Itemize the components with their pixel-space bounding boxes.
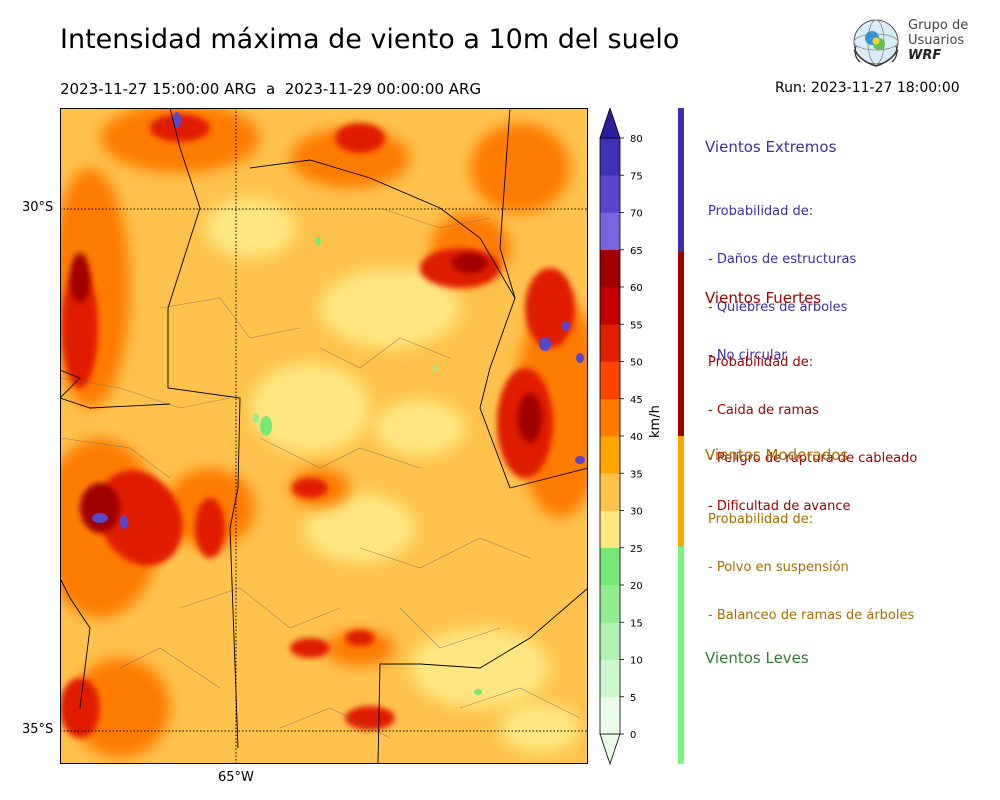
category-desc-fuertes: Probabilidad de: - Caida de ramas - Peli… <box>708 323 917 531</box>
colorbar-tick-label: 80 <box>630 134 643 145</box>
colorbar-band <box>600 473 620 511</box>
desc-line: - Quiebres de árboles <box>708 300 848 315</box>
colorbar-band <box>600 696 620 735</box>
period-separator: a <box>265 80 276 98</box>
category-title-leves: Vientos Leves <box>705 649 809 667</box>
colorbar-tick-label: 50 <box>630 358 643 369</box>
extreme-wind-cores <box>70 253 542 533</box>
category-title-moderados: Vientos Moderados <box>705 446 849 464</box>
desc-line: - Peligro de ruptura de cableado <box>708 451 918 466</box>
desc-line: - Daños de estructuras <box>708 252 857 267</box>
colorbar-band <box>600 622 620 660</box>
period-end: 2023-11-29 00:00:00 ARG <box>284 80 482 98</box>
desc-line: Probabilidad de: <box>708 512 814 527</box>
globe-emblem-icon <box>853 19 899 67</box>
colorbar-max-extension <box>599 108 621 139</box>
logo-line-2: Usuarios <box>908 33 965 48</box>
category-bar-moderados <box>678 436 684 546</box>
category-desc-extremos: Probabilidad de: - Daños de estructuras … <box>708 172 856 380</box>
colorbar-band <box>600 547 620 586</box>
colorbar-band <box>600 398 620 437</box>
lat-label-30s: 30°S <box>22 200 54 215</box>
category-desc-moderados: Probabilidad de: - Polvo en suspensión -… <box>708 480 914 640</box>
province-borders <box>60 108 588 764</box>
logo-wordmark: Grupo de Usuarios WRF <box>908 18 968 63</box>
colorbar-band <box>600 585 620 623</box>
colorbar-tick-label: 30 <box>630 507 643 518</box>
map-title: Intensidad máxima de viento a 10m del su… <box>60 24 680 55</box>
colorbar-band <box>600 287 620 325</box>
run-timestamp: Run: 2023-11-27 18:00:00 <box>775 80 960 96</box>
category-bar-extremos <box>678 108 684 252</box>
period-start: 2023-11-27 15:00:00 ARG <box>60 80 257 98</box>
wrf-users-logo: Grupo de Usuarios WRF <box>848 16 978 72</box>
colorbar-band <box>600 659 620 698</box>
category-bar-fuertes <box>678 252 684 436</box>
colorbar-min-extension <box>599 733 621 766</box>
colorbar-unit-label: km/h <box>648 405 663 438</box>
desc-line: - Caida de ramas <box>708 403 819 418</box>
colorbar-tick-label: 75 <box>630 171 643 182</box>
light-wind-spots <box>253 237 482 695</box>
desc-line: Probabilidad de: <box>708 204 814 219</box>
logo-line-1: Grupo de <box>908 18 969 33</box>
department-boundaries <box>60 207 581 739</box>
colorbar-band <box>600 138 620 176</box>
colorbar-tick-label: 15 <box>630 618 643 629</box>
colorbar-tick-label: 5 <box>630 693 636 704</box>
lat-label-35s: 35°S <box>22 722 54 737</box>
colorbar-tick-label: 25 <box>630 544 643 555</box>
colorbar-tick-label: 45 <box>630 395 643 406</box>
forecast-period: 2023-11-27 15:00:00 ARG a 2023-11-29 00:… <box>60 80 481 98</box>
category-bar-leves <box>678 546 684 764</box>
map-frame <box>60 108 588 764</box>
light-wind-patches <box>205 198 580 753</box>
colorbar-band <box>600 249 620 288</box>
colorbar-tick-label: 60 <box>630 283 643 294</box>
colorbar-band <box>600 510 620 549</box>
colorbar-tick-label: 0 <box>630 730 636 741</box>
colorbar-tick-label: 70 <box>630 209 643 220</box>
desc-line: - Polvo en suspensión <box>708 560 849 575</box>
colorbar-band <box>600 361 620 400</box>
colorbar-band <box>600 175 620 213</box>
desc-line: Probabilidad de: <box>708 355 814 370</box>
colorbar-tick-label: 20 <box>630 581 643 592</box>
purple-extreme-spots <box>92 112 585 529</box>
graticule <box>60 108 588 764</box>
colorbar-tick-label: 10 <box>630 656 643 667</box>
colorbar-band <box>600 324 620 362</box>
colorbar-band <box>600 436 620 474</box>
colorbar-tick-label: 65 <box>630 246 643 257</box>
desc-line: - No circular <box>708 348 787 363</box>
desc-line: - Balanceo de ramas de árboles <box>708 608 915 623</box>
wind-intensity-map <box>60 108 588 764</box>
lon-label-65w: 65°W <box>218 770 254 785</box>
logo-line-3: WRF <box>908 48 942 63</box>
wind-speed-colorbar: 0 5 10 15 20 25 30 35 40 45 50 55 60 65 70 75 80 <box>599 108 643 766</box>
colorbar-band <box>600 212 620 251</box>
colorbar-tick-label: 55 <box>630 320 643 331</box>
desc-line: - Dificultad de avance <box>708 499 851 514</box>
category-title-extremos: Vientos Extremos <box>705 138 837 156</box>
colorbar-tick-label: 35 <box>630 469 643 480</box>
colorbar-tick-label: 40 <box>630 432 643 443</box>
category-title-fuertes: Vientos Fuertes <box>705 289 822 307</box>
